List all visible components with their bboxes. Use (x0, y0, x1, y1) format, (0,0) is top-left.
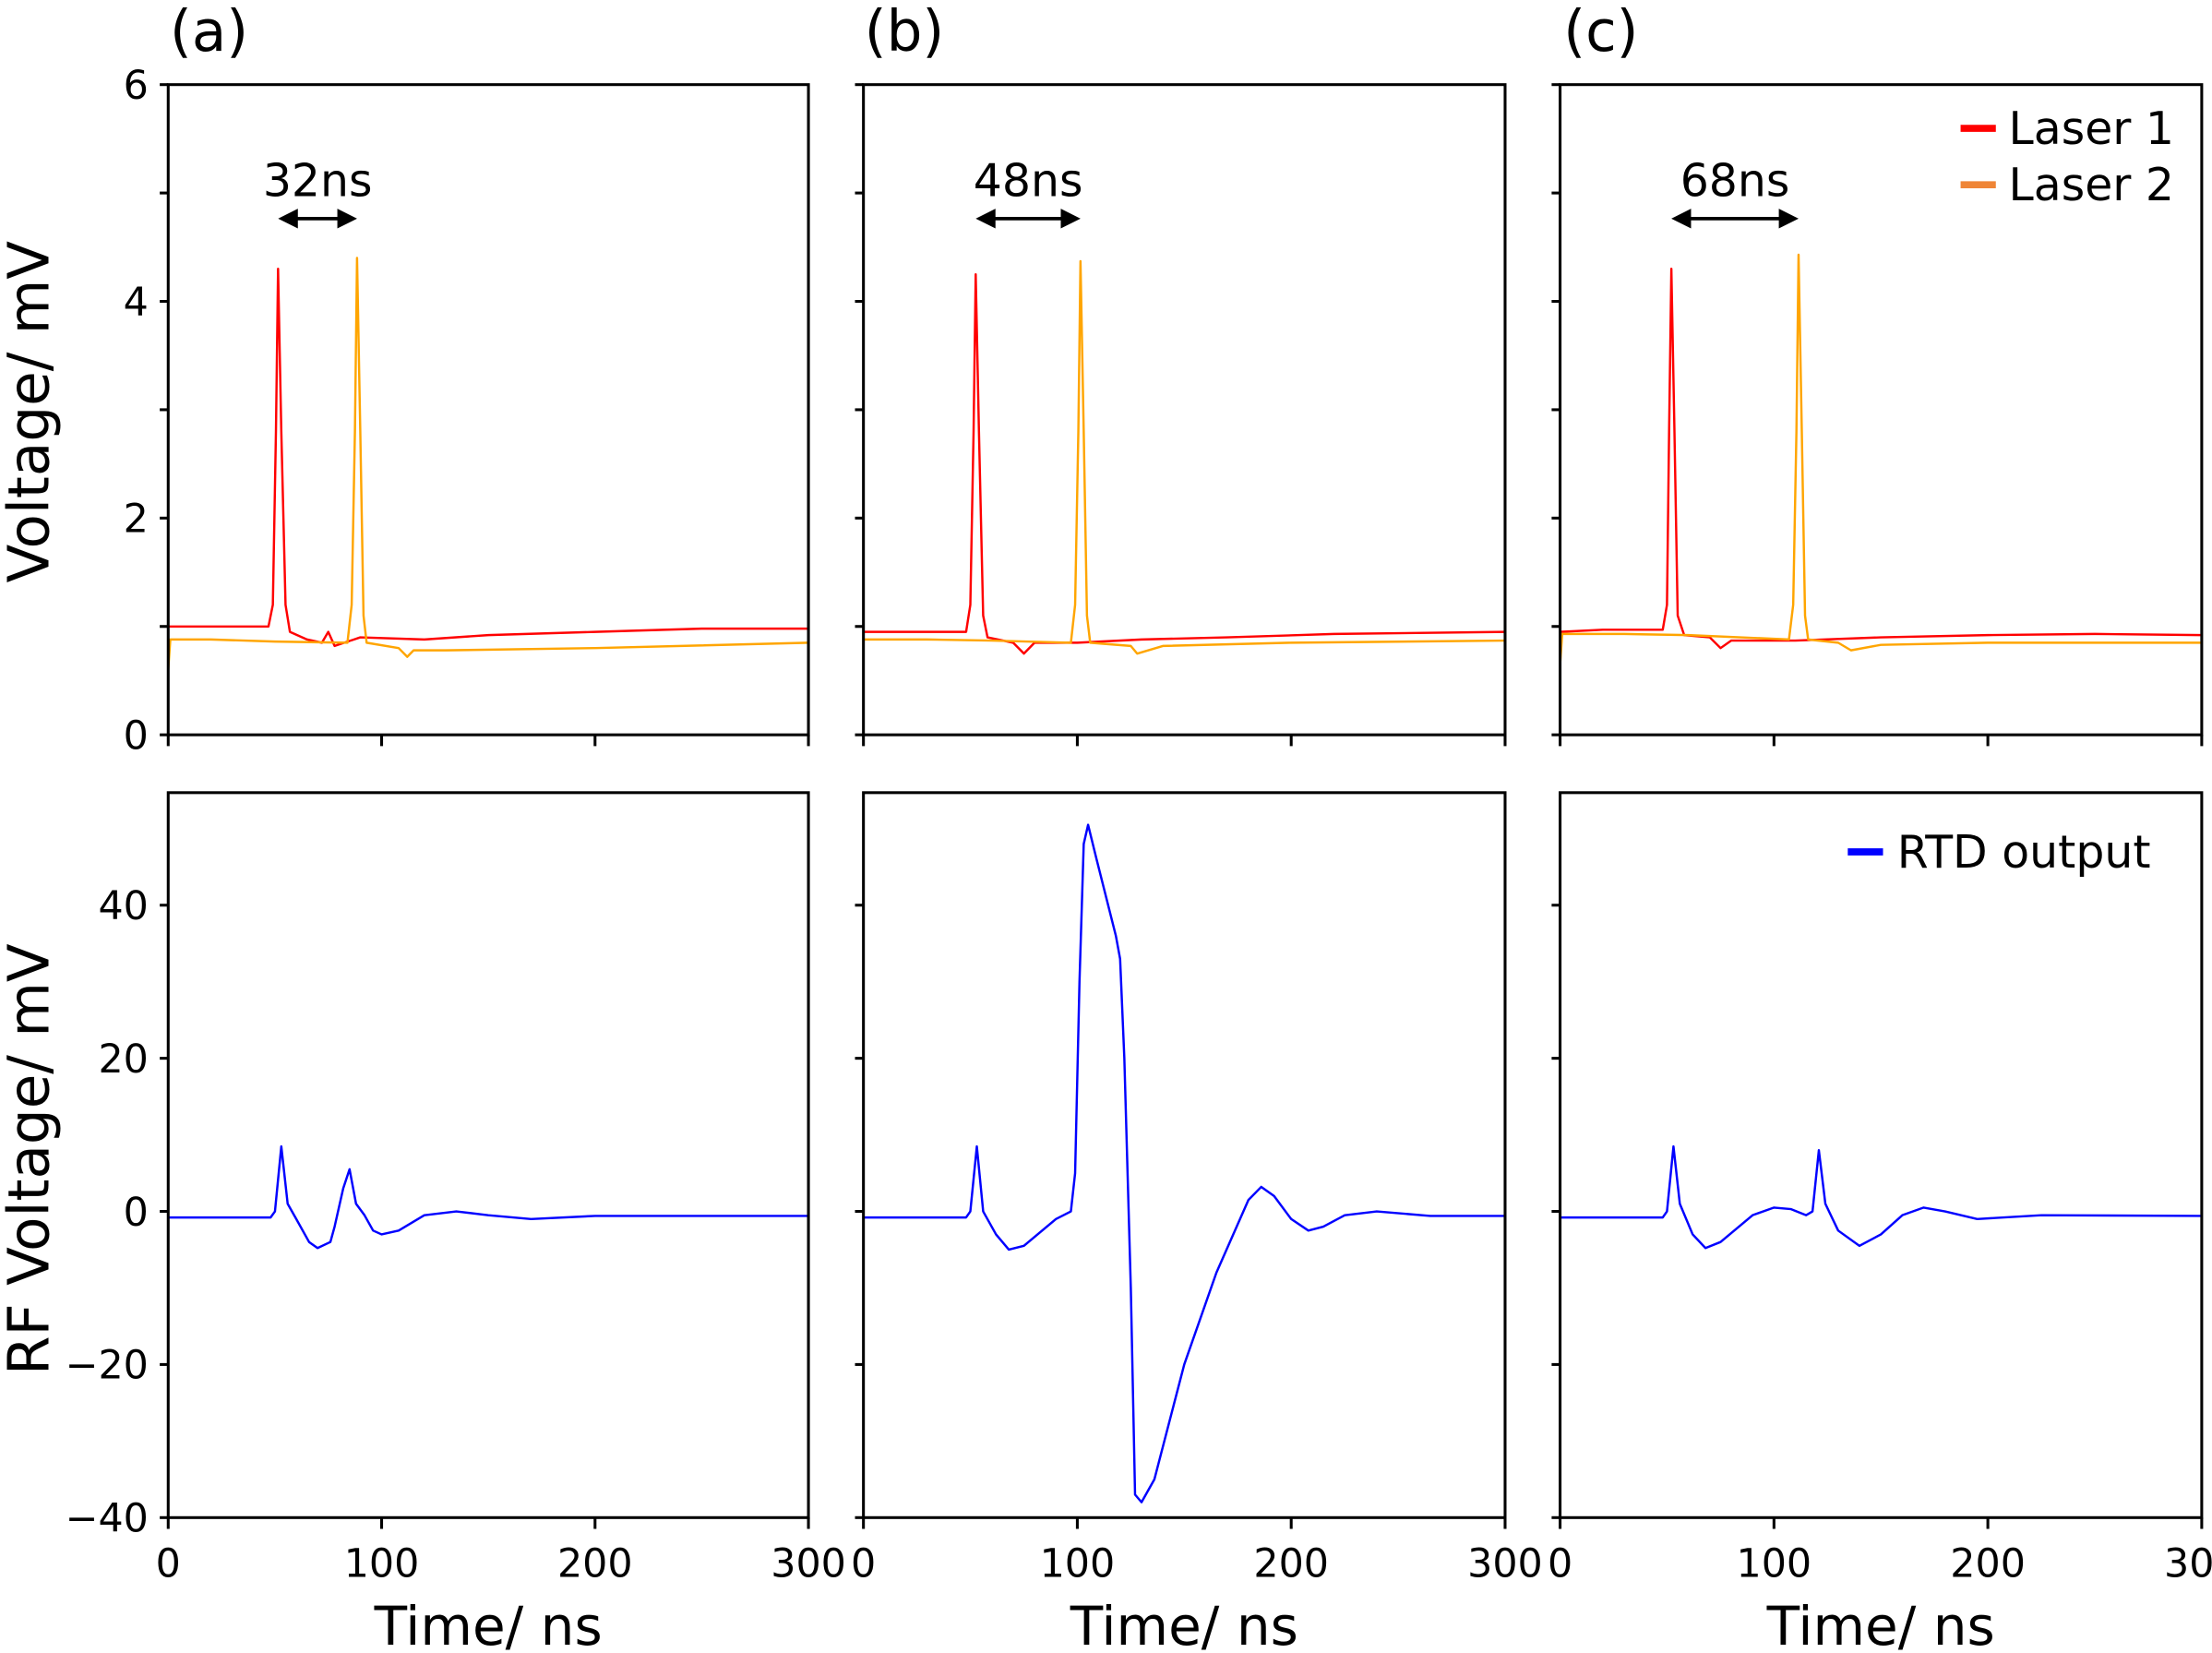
series-line-laser-2 (863, 259, 1505, 655)
series-line-rtd-output (168, 1144, 809, 1250)
x-tick-label: 0 (1548, 1540, 1572, 1587)
series-line-laser-1 (1560, 268, 2202, 650)
delay-arrow-head-left (1671, 209, 1692, 229)
x-tick-label: 100 (1040, 1540, 1116, 1587)
x-tick-label: 100 (344, 1540, 420, 1587)
y-tick-label: 6 (124, 63, 149, 109)
panel-label: (c) (1563, 0, 1638, 65)
y-tick-label: 4 (124, 280, 149, 326)
delay-annotation: 32ns (263, 154, 373, 207)
axes-frame (862, 791, 1507, 1519)
y-tick-label: 20 (98, 1036, 148, 1083)
x-tick-label: 300 (1467, 1540, 1543, 1587)
series-line-laser-1 (168, 268, 809, 648)
legend-label: Laser 2 (2009, 159, 2175, 211)
panel-label: (a) (170, 0, 248, 65)
y-tick-label: −40 (66, 1496, 149, 1542)
delay-arrow-head-left (975, 209, 996, 229)
delay-arrow-head-right (1060, 209, 1081, 229)
delay-arrow-head-right (337, 209, 357, 229)
delay-annotation: 68ns (1680, 154, 1790, 207)
series-line-laser-2 (167, 257, 809, 670)
x-tick-label: 300 (2164, 1540, 2212, 1587)
series-line-rtd-output (863, 823, 1505, 1503)
y-tick-label: −20 (66, 1343, 149, 1389)
y-tick-label: 2 (124, 497, 149, 543)
series-line-laser-1 (863, 273, 1505, 655)
legend-label: RTD output (1897, 826, 2151, 879)
delay-arrow-head-left (278, 209, 298, 229)
axes-frame (166, 791, 810, 1519)
x-axis-label: Time/ ns (374, 1595, 603, 1653)
x-tick-label: 0 (851, 1540, 876, 1587)
axes-frame (166, 83, 810, 737)
series-line-rtd-output (1560, 1144, 2202, 1250)
delay-arrow-head-right (1778, 209, 1799, 229)
legend-label: Laser 1 (2009, 102, 2175, 155)
y-tick-label: 40 (98, 883, 148, 929)
y-axis-label: Voltage/ mV (0, 241, 62, 583)
delay-annotation: 48ns (974, 154, 1083, 207)
x-axis-label: Time/ ns (1070, 1595, 1298, 1653)
x-tick-label: 200 (1253, 1540, 1329, 1587)
x-tick-label: 0 (156, 1540, 181, 1587)
x-tick-label: 200 (557, 1540, 633, 1587)
x-axis-label: Time/ ns (1766, 1595, 1995, 1653)
y-tick-label: 0 (124, 1190, 149, 1236)
series-line-laser-2 (1559, 253, 2202, 665)
x-tick-label: 200 (1950, 1540, 2026, 1587)
y-tick-label: 0 (124, 713, 149, 759)
y-axis-label: RF Voltage/ mV (0, 943, 62, 1375)
axes-frame (1559, 791, 2204, 1519)
panel-label: (b) (865, 0, 944, 65)
x-tick-label: 300 (771, 1540, 846, 1587)
x-tick-label: 100 (1737, 1540, 1812, 1587)
